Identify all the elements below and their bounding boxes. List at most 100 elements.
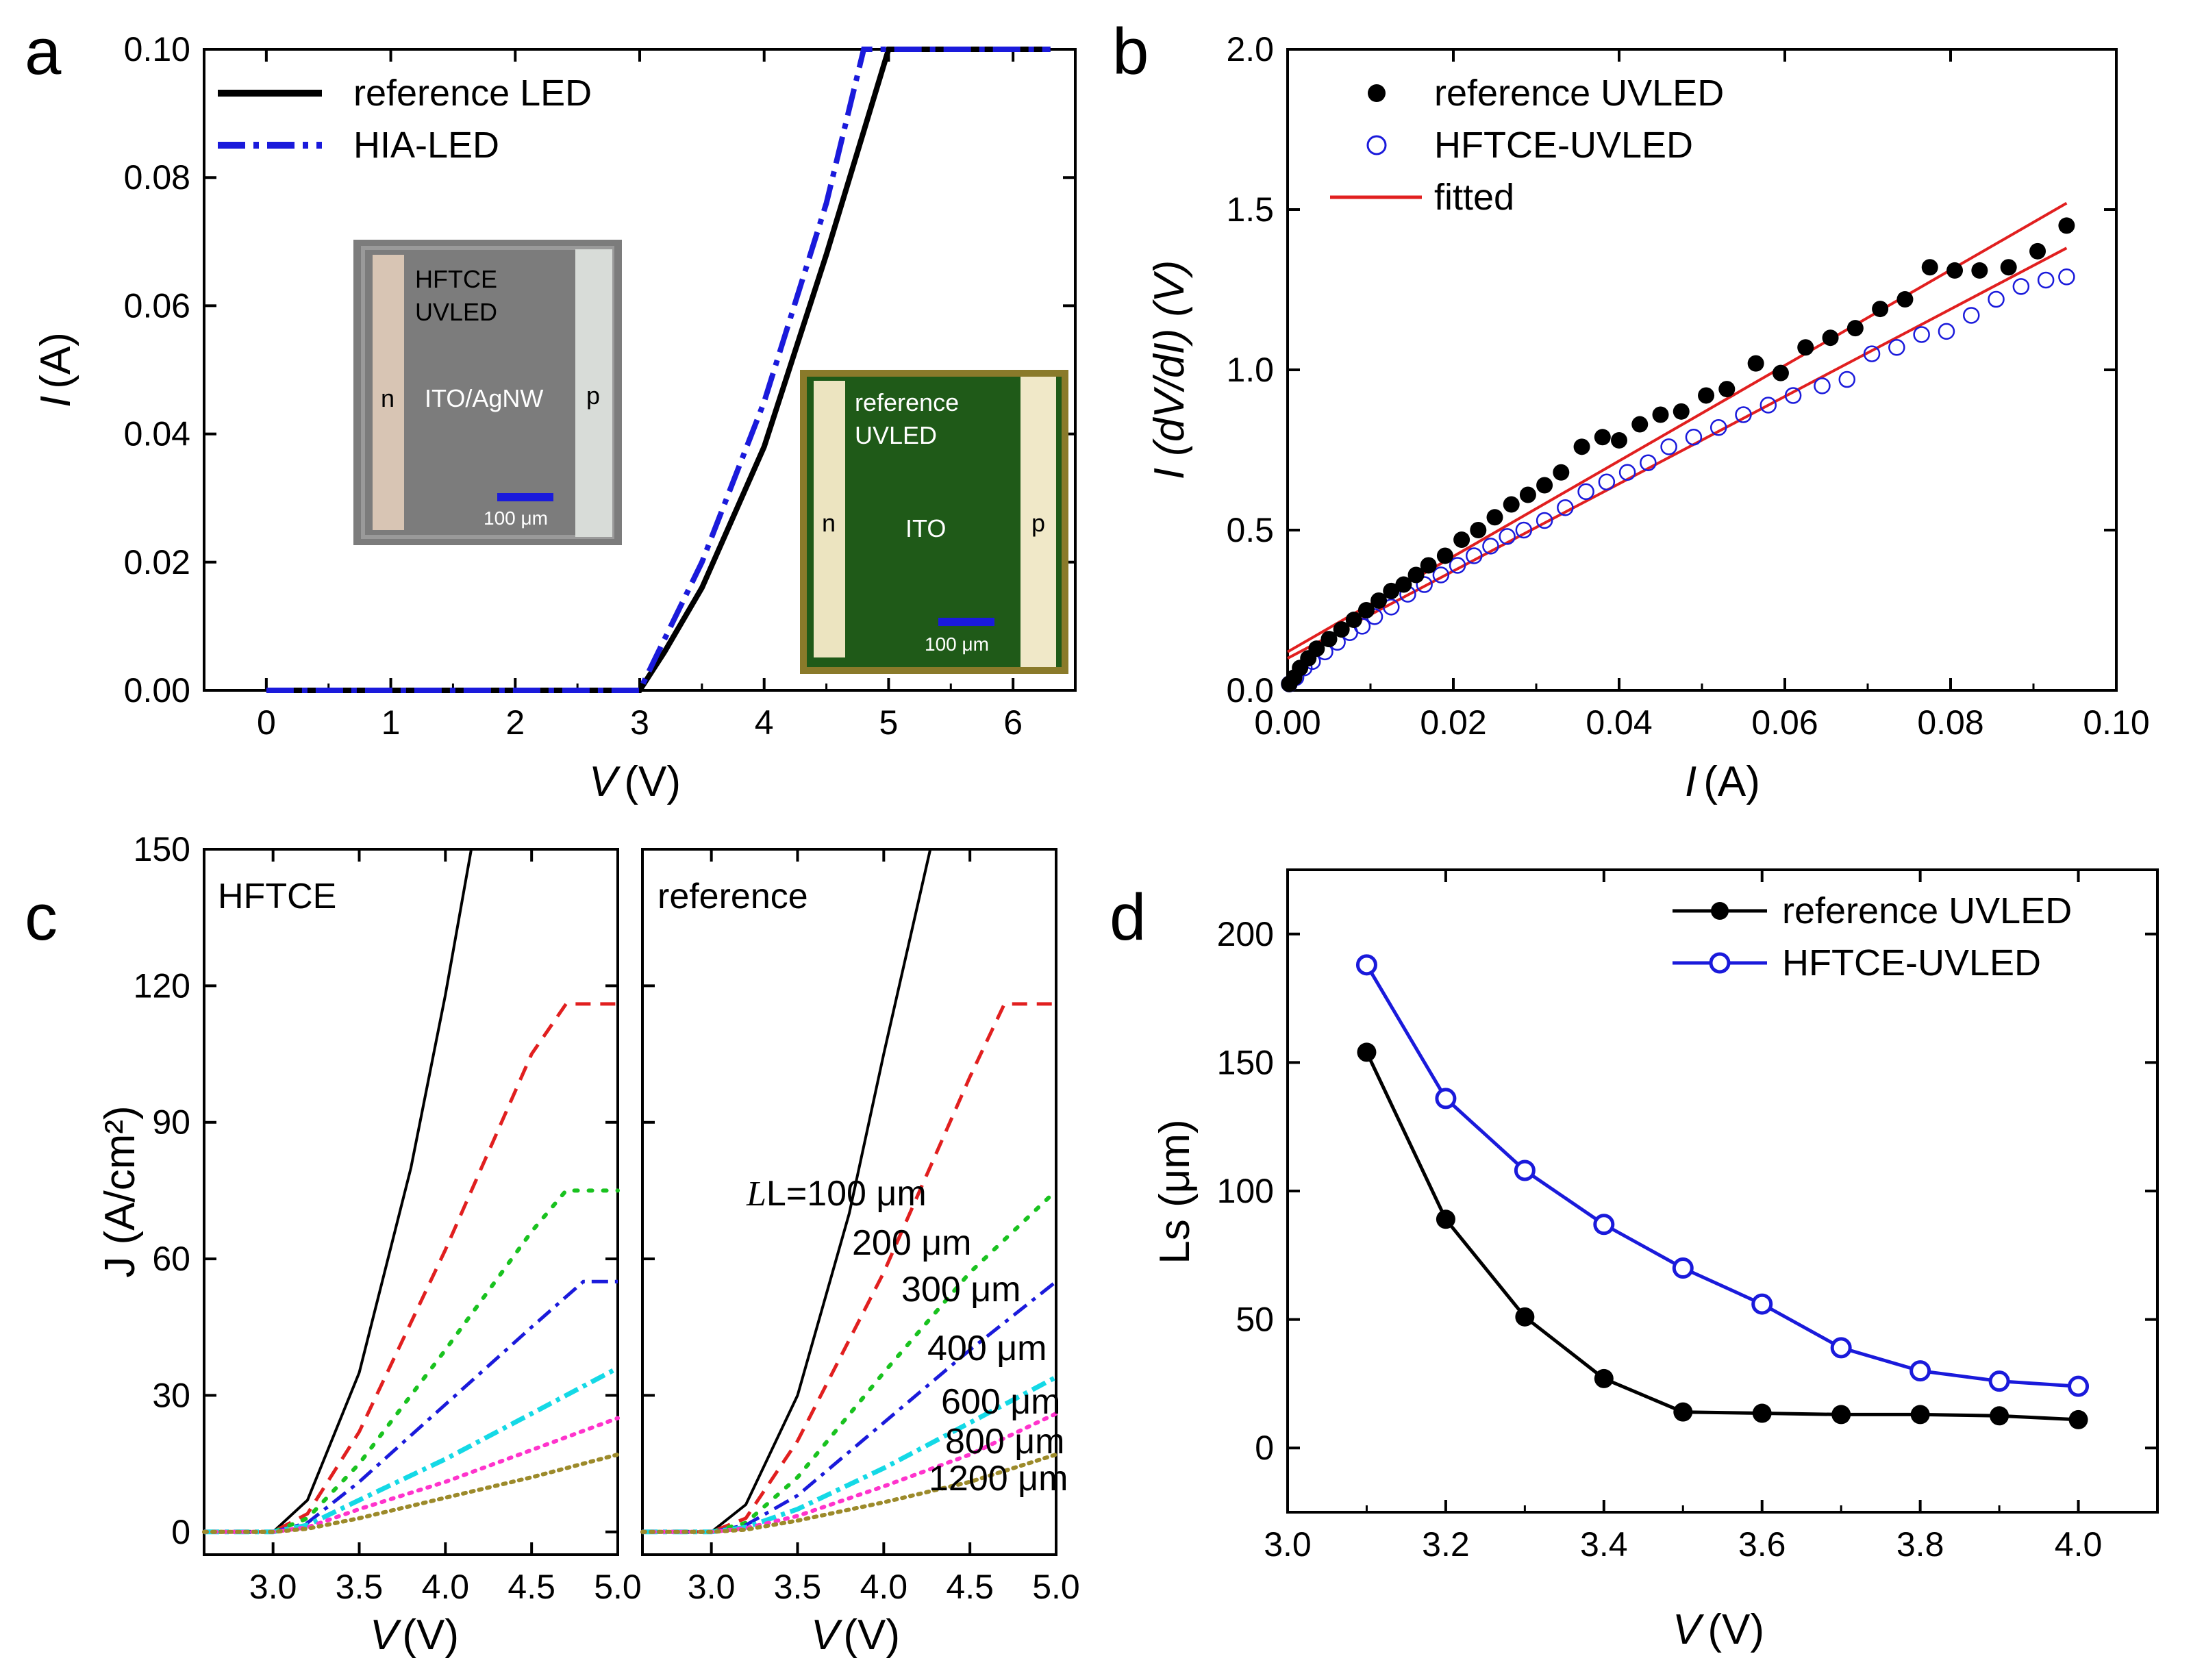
x-tick-label: 3.0: [688, 1568, 736, 1606]
inset-reference-photo: reference UVLED ITO n p 100 μm: [800, 370, 1068, 674]
panel-a-axes: 0 1 2 3 4 5 6 0.00 0.02 0.04 0.06 0.08 0.10: [124, 30, 1075, 742]
inset2-center-label: ITO: [905, 514, 946, 542]
point-hftce-uvled: [1751, 1293, 1773, 1315]
fitted-line-hftce: [1287, 247, 2068, 660]
x-tick-label: 1: [381, 703, 401, 742]
series-c-left-2: [202, 1188, 620, 1534]
point-reference-uvled: [1594, 429, 1611, 446]
y-tick-label: 50: [1236, 1301, 1274, 1339]
x-tick-label: 4.5: [508, 1568, 555, 1606]
legend-label-d-reference: reference UVLED: [1782, 890, 2072, 931]
point-hftce-uvled: [2058, 268, 2075, 286]
inset2-p-pad: [1020, 377, 1056, 667]
x-tick-label: 4: [755, 703, 774, 742]
series-c-left-0: [204, 849, 473, 1533]
panel-d-ylabel: Ls (μm): [1151, 1119, 1199, 1264]
y-tick-label: 0.0: [1226, 671, 1274, 710]
point-reference-uvled: [1503, 496, 1520, 513]
curve-label-800: 800 μm: [945, 1422, 1064, 1462]
y-tick-label: 0.06: [124, 286, 190, 325]
panel-a: a 0 1 2 3 4 5 6 0.00 0.02 0.04 0.06 0.08 0.10 refere…: [25, 15, 1077, 805]
point-reference-uvled: [1407, 566, 1425, 584]
panel-c-curve-labels: LL=100 μm 200 μm 300 μm 400 μm 600 μm 80…: [746, 1174, 1068, 1499]
point-hftce-uvled: [1482, 538, 1499, 555]
x-tick-label: 4.0: [422, 1568, 470, 1606]
panel-b-axes: 0.00 0.02 0.04 0.06 0.08 0.10 0.0 0.5 1.0 1.5 2.0: [1226, 30, 2149, 742]
x-tick-label: 0.02: [1420, 703, 1486, 742]
point-hftce-uvled: [1685, 429, 1703, 446]
panel-d-plot-area: [1355, 954, 2090, 1429]
y-tick-label: 90: [152, 1103, 190, 1142]
point-reference-uvled: [1718, 381, 1736, 398]
point-hftce-uvled: [1514, 1159, 1536, 1181]
panel-c: c 3.0 3.5 4.0 4.5 5.0 0 30 60 90 120 150 3.0 3.5 4.0 4…: [25, 830, 1080, 1659]
point-hftce-uvled: [1830, 1337, 1852, 1359]
point-hftce-uvled: [1355, 954, 1377, 976]
point-reference-uvled: [1573, 438, 1590, 455]
point-hftce-uvled: [1838, 371, 1855, 388]
y-tick-label: 2.0: [1226, 30, 1274, 68]
x-tick-label: 0.04: [1586, 703, 1652, 742]
point-reference-uvled: [1772, 364, 1789, 381]
point-hftce-uvled: [2037, 271, 2055, 289]
inset1-n-label: n: [381, 384, 395, 412]
point-hftce-uvled: [2068, 1375, 2090, 1397]
x-tick-label: 5.0: [594, 1568, 642, 1606]
point-reference-uvled: [1395, 576, 1412, 593]
series-hftce-uvled-line: [1365, 964, 2079, 1388]
curve-label-100: LL=100 μm: [746, 1174, 927, 1214]
point-reference-uvled: [1822, 329, 1839, 347]
point-reference-uvled: [2058, 217, 2075, 234]
panel-c-right-frame: [641, 848, 1057, 1556]
x-tick-label: 2: [505, 703, 525, 742]
point-reference-uvled: [1515, 1307, 1535, 1327]
x-tick-label: 3.8: [1896, 1525, 1944, 1564]
series-c-left-1: [204, 1002, 618, 1534]
x-tick-label: 5: [879, 703, 899, 742]
point-reference-uvled: [1345, 612, 1362, 629]
point-reference-uvled: [1896, 291, 1914, 308]
point-hftce-uvled: [1499, 528, 1516, 545]
y-tick-label: 0.02: [124, 543, 190, 581]
inset2-scale-bar: [938, 618, 994, 626]
panel-b: b 0.00 0.02 0.04 0.06 0.08 0.10 0.0 0.5 1.0 1.5 2.…: [1112, 15, 2150, 805]
panel-a-legend: reference LED HIA-LED: [218, 73, 592, 166]
curve-label-1200: 1200 μm: [929, 1459, 1068, 1499]
inset2-p-label: p: [1031, 509, 1045, 537]
x-tick-label: 3.0: [1264, 1525, 1312, 1564]
panel-d-xlabel: V (V): [1673, 1606, 1764, 1653]
point-reference-uvled: [1831, 1405, 1851, 1425]
x-tick-label: 3.6: [1738, 1525, 1786, 1564]
panel-c-letter: c: [25, 881, 58, 954]
panel-c-right-xlabel: V(V): [811, 1612, 900, 1659]
point-reference-uvled: [1320, 631, 1338, 648]
panel-d-letter: d: [1110, 881, 1146, 954]
point-hftce-uvled: [1988, 1370, 2010, 1392]
point-hftce-uvled: [1640, 454, 1657, 471]
point-hftce-uvled: [1672, 1257, 1694, 1279]
point-reference-uvled: [1436, 547, 1453, 564]
series-reference-uvled-line: [1365, 1051, 2079, 1422]
point-reference-uvled: [2000, 259, 2017, 276]
inset2-title1: reference: [855, 388, 959, 416]
panel-a-letter: a: [25, 15, 62, 88]
y-tick-label: 30: [152, 1376, 190, 1414]
point-reference-uvled: [1486, 509, 1503, 526]
legend-label-reference-led: reference LED: [353, 73, 592, 114]
point-reference-uvled: [1946, 262, 1964, 279]
inset1-scale-bar: [497, 493, 553, 501]
panel-b-letter: b: [1112, 15, 1149, 88]
point-reference-uvled: [1631, 416, 1649, 433]
series-c-left-6: [202, 1452, 620, 1534]
y-tick-label: 0: [1255, 1429, 1274, 1467]
point-reference-uvled: [1673, 1402, 1693, 1422]
panel-c-left-xlabel: V(V): [370, 1612, 459, 1659]
point-reference-uvled: [1383, 582, 1400, 599]
inset1-p-pad: [575, 249, 612, 537]
x-tick-label: 3.5: [336, 1568, 384, 1606]
legend-label-d-hftce: HFTCE-UVLED: [1782, 942, 2041, 983]
point-reference-uvled: [1453, 531, 1470, 549]
x-tick-label: 4.5: [946, 1568, 994, 1606]
inset1-n-pad: [373, 255, 404, 530]
